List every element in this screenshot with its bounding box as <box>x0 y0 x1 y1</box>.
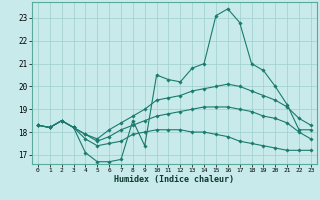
X-axis label: Humidex (Indice chaleur): Humidex (Indice chaleur) <box>115 175 234 184</box>
